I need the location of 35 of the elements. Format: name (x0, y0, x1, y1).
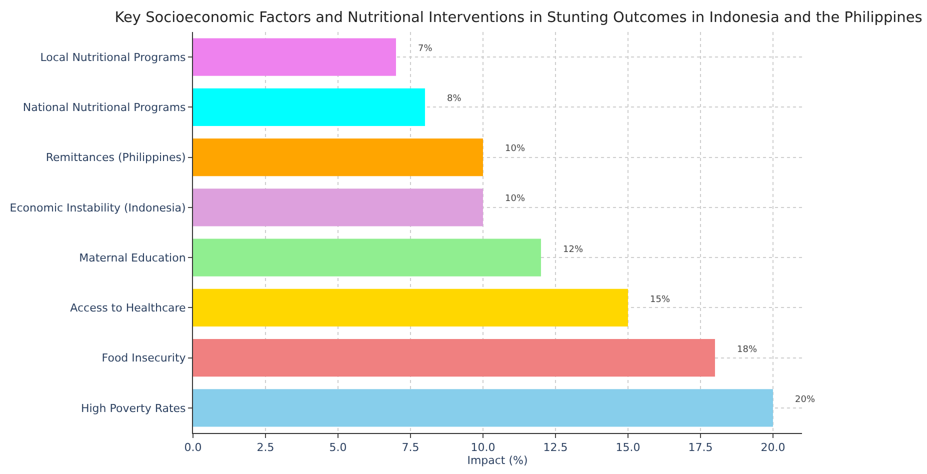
x-axis-title: Impact (%) (467, 454, 528, 468)
y-tick-label: High Poverty Rates (80, 402, 186, 415)
data-label: 20% (795, 395, 816, 405)
bar (193, 339, 715, 377)
x-tick-label: 15.0 (616, 441, 640, 454)
y-tick-label: Local Nutritional Programs (40, 50, 186, 64)
bar (193, 288, 628, 326)
x-tick-label: 17.5 (688, 441, 713, 454)
data-label: 7% (418, 44, 433, 54)
chart-title: Key Socioeconomic Factors and Nutritional Interventions in Stunting Outcomes in Indonesia and the Philippines (114, 10, 922, 26)
bar (193, 138, 483, 176)
data-label: 12% (563, 245, 584, 255)
x-tick-label: 20.0 (760, 441, 786, 454)
x-tick-label: 12.5 (543, 441, 568, 454)
bar (193, 188, 483, 226)
y-tick-label: Access to Healthcare (70, 302, 186, 315)
x-tick-label: 10.0 (470, 441, 496, 454)
y-tick-label: National Nutritional Programs (22, 101, 186, 114)
y-tick-label: Economic Instability (Indonesia) (10, 201, 186, 214)
data-label: 10% (505, 194, 526, 204)
bar (193, 38, 396, 76)
data-label: 15% (650, 295, 670, 305)
data-label: 8% (447, 94, 462, 104)
bar (193, 88, 425, 126)
data-label: 10% (505, 144, 526, 154)
x-tick-label: 0.0 (184, 441, 202, 454)
y-tick-label: Maternal Education (79, 251, 186, 264)
bar (193, 389, 773, 427)
x-tick-label: 2.5 (256, 441, 274, 454)
x-tick-label: 5.0 (329, 441, 347, 454)
y-tick-label: Food Insecurity (102, 352, 186, 365)
y-tick-label: Remittances (Philippines) (46, 151, 186, 164)
data-label: 18% (737, 345, 758, 355)
bar (193, 238, 541, 276)
x-tick-label: 7.5 (402, 441, 420, 454)
